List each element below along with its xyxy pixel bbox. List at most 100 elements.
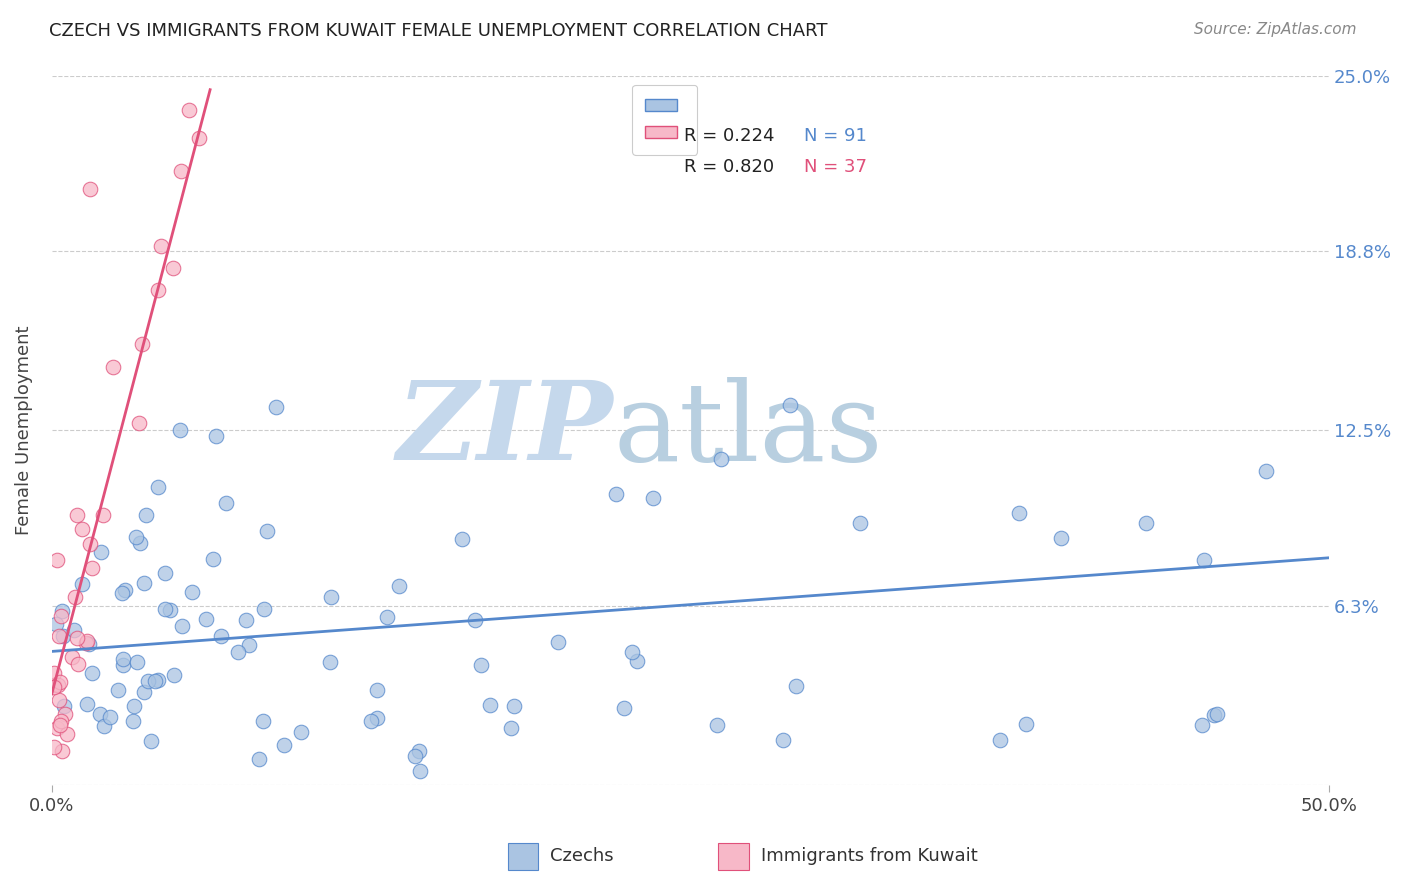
- Point: [48, 630, 70, 644]
- Point: [51, 744, 73, 758]
- Point: [205, 429, 228, 443]
- Text: Source: ZipAtlas.com: Source: ZipAtlas.com: [1194, 22, 1357, 37]
- Text: Immigrants from Kuwait: Immigrants from Kuwait: [761, 847, 977, 865]
- Point: [188, 131, 211, 145]
- Point: [605, 487, 627, 501]
- Point: [451, 533, 474, 547]
- Point: [253, 602, 276, 616]
- Point: [228, 645, 250, 659]
- Point: [194, 612, 217, 626]
- Point: [44, 678, 66, 692]
- Point: [111, 652, 134, 666]
- Point: [101, 360, 124, 375]
- Point: [366, 710, 388, 724]
- Point: [143, 674, 166, 689]
- Point: [135, 508, 157, 523]
- Point: [51, 603, 73, 617]
- Point: [273, 738, 295, 752]
- Point: [779, 398, 801, 412]
- Point: [77, 637, 100, 651]
- Point: [70, 576, 93, 591]
- Point: [1015, 717, 1038, 731]
- Point: [181, 584, 204, 599]
- Point: [153, 566, 176, 580]
- Point: [79, 182, 101, 196]
- Y-axis label: Female Unemployment: Female Unemployment: [15, 326, 32, 535]
- Point: [1135, 516, 1157, 531]
- Point: [155, 602, 177, 616]
- Point: [79, 536, 101, 550]
- Point: [45, 617, 67, 632]
- Point: [67, 657, 90, 671]
- Point: [122, 698, 145, 713]
- Text: N = 91: N = 91: [804, 127, 868, 145]
- Point: [114, 582, 136, 597]
- Point: [503, 699, 526, 714]
- Point: [375, 610, 398, 624]
- Point: [1049, 531, 1071, 545]
- Point: [52, 629, 75, 643]
- Point: [1194, 553, 1216, 567]
- Point: [141, 734, 163, 748]
- Point: [470, 657, 492, 672]
- Point: [80, 666, 103, 681]
- Point: [49, 675, 72, 690]
- Point: [90, 544, 112, 558]
- Point: [62, 624, 84, 638]
- Point: [235, 613, 257, 627]
- Point: [238, 638, 260, 652]
- Point: [150, 238, 173, 252]
- Point: [626, 654, 648, 668]
- Point: [170, 164, 193, 178]
- Text: Czechs: Czechs: [550, 847, 613, 865]
- Point: [128, 417, 150, 431]
- Point: [849, 516, 872, 530]
- Point: [89, 706, 111, 721]
- Point: [366, 682, 388, 697]
- Point: [643, 491, 665, 505]
- Point: [621, 645, 644, 659]
- Point: [132, 685, 155, 699]
- Point: [1204, 707, 1226, 722]
- Point: [134, 576, 156, 591]
- Point: [785, 680, 807, 694]
- Point: [66, 631, 89, 645]
- Point: [49, 609, 72, 624]
- Point: [148, 480, 170, 494]
- Point: [169, 423, 191, 437]
- Point: [56, 727, 79, 741]
- Point: [706, 718, 728, 732]
- Point: [76, 633, 98, 648]
- Point: [252, 714, 274, 728]
- Text: CZECH VS IMMIGRANTS FROM KUWAIT FEMALE UNEMPLOYMENT CORRELATION CHART: CZECH VS IMMIGRANTS FROM KUWAIT FEMALE U…: [49, 22, 828, 40]
- Point: [60, 650, 83, 665]
- Point: [138, 673, 160, 688]
- Point: [988, 733, 1011, 747]
- Point: [256, 524, 278, 539]
- Point: [501, 721, 523, 735]
- Point: [125, 655, 148, 669]
- Point: [98, 710, 121, 724]
- Point: [159, 603, 181, 617]
- Point: [1008, 506, 1031, 520]
- Point: [202, 552, 225, 566]
- Point: [404, 748, 426, 763]
- Point: [290, 724, 312, 739]
- Point: [51, 714, 73, 728]
- Point: [46, 678, 69, 692]
- Point: [110, 585, 132, 599]
- Point: [72, 523, 94, 537]
- Point: [710, 451, 733, 466]
- Text: N = 37: N = 37: [804, 158, 868, 176]
- Point: [547, 635, 569, 649]
- Point: [45, 552, 67, 566]
- Point: [388, 579, 411, 593]
- Point: [53, 706, 76, 721]
- Point: [409, 764, 432, 778]
- Point: [247, 752, 270, 766]
- Point: [75, 636, 97, 650]
- Point: [125, 530, 148, 544]
- Point: [209, 629, 232, 643]
- Point: [772, 733, 794, 747]
- Point: [76, 697, 98, 711]
